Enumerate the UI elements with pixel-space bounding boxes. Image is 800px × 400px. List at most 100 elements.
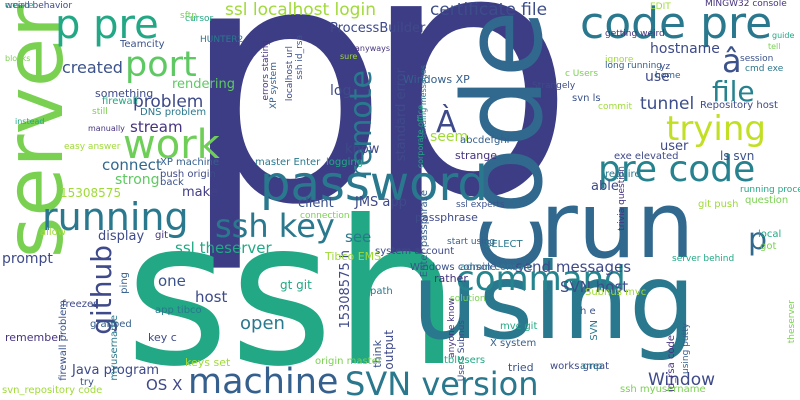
cloud-word-small: question bbox=[745, 195, 789, 206]
cloud-word-small: home bbox=[655, 71, 681, 81]
cloud-word: ssl localhost login bbox=[225, 0, 376, 20]
cloud-word-small: git bbox=[155, 230, 169, 241]
cloud-word-small: cursor bbox=[185, 14, 214, 24]
cloud-word: JMS app bbox=[355, 195, 407, 210]
cloud-word-small: ping bbox=[119, 272, 130, 294]
cloud-word-small: abcdefghi bbox=[460, 135, 510, 146]
cloud-word-small: tell bbox=[768, 42, 781, 51]
cloud-word-small: SELECT bbox=[485, 239, 523, 250]
cloud-word-small: ignore bbox=[605, 55, 634, 65]
cloud-word-small: app tibco bbox=[155, 305, 202, 316]
cloud-word-small: freezes bbox=[62, 299, 99, 310]
cloud-word-small: Windows XP bbox=[403, 73, 470, 86]
cloud-word-small: firewall bbox=[102, 96, 139, 107]
cloud-word: ssh key bbox=[215, 207, 335, 245]
cloud-word-small: create bbox=[5, 1, 34, 11]
cloud-word-small: blocks bbox=[5, 54, 31, 63]
cloud-word-small: rather bbox=[434, 272, 468, 285]
cloud-word-small: localhost url bbox=[285, 46, 295, 102]
cloud-word-small: EDIT bbox=[650, 2, 671, 12]
cloud-word-small: local bbox=[758, 229, 782, 240]
cloud-word-small: Windows console bbox=[410, 262, 497, 273]
cloud-word-small: master Enter bbox=[255, 157, 321, 168]
cloud-word: code pre bbox=[580, 0, 773, 49]
cloud-word: tunnel bbox=[640, 94, 695, 114]
cloud-word: problem bbox=[133, 92, 204, 112]
cloud-word: Java program bbox=[72, 363, 160, 378]
cloud-word: send messages bbox=[515, 258, 632, 276]
cloud-word: something bbox=[95, 87, 154, 100]
cloud-word-small: long running bbox=[605, 61, 663, 71]
cloud-word-small: Subnus mvc bbox=[585, 287, 647, 298]
cloud-word-small: keys set bbox=[185, 356, 231, 369]
cloud-word: pre code bbox=[598, 149, 756, 190]
cloud-word-small: amp bbox=[580, 361, 603, 372]
cloud-word-small: connection bbox=[300, 211, 350, 221]
cloud-word-small: strange bbox=[455, 149, 498, 162]
cloud-word-small: ls svn bbox=[720, 149, 755, 163]
cloud-word: p bbox=[748, 222, 768, 257]
cloud-word: rendering bbox=[172, 77, 235, 92]
cloud-word-small: session bbox=[740, 54, 774, 64]
cloud-word-small: seem bbox=[430, 129, 469, 145]
cloud-word: p pre bbox=[55, 2, 159, 48]
cloud-word: certificate file bbox=[430, 0, 548, 20]
cloud-word-small: path bbox=[370, 286, 393, 297]
cloud-word-small: yz bbox=[660, 62, 671, 72]
cloud-word-small: c Users bbox=[565, 69, 599, 79]
cloud-word-small: push origin bbox=[160, 169, 216, 180]
cloud-word-small: ssh id_rsa bbox=[295, 35, 305, 80]
cloud-word: able bbox=[591, 179, 619, 194]
cloud-word-small: gt git bbox=[280, 278, 312, 292]
cloud-word-small: key c bbox=[148, 331, 177, 344]
cloud-word: connect bbox=[102, 156, 162, 174]
cloud-word-small: Repository host bbox=[700, 100, 778, 111]
cloud-word-small: git push bbox=[698, 199, 739, 210]
cloud-word: ssh bbox=[125, 178, 461, 400]
cloud-word-small: X system bbox=[490, 338, 537, 349]
cloud-word-small: HUNTER2 bbox=[200, 35, 244, 45]
cloud-word: hostname bbox=[650, 41, 720, 57]
cloud-word-small: still bbox=[92, 107, 108, 117]
cloud-word-small: mvc git bbox=[500, 321, 538, 332]
cloud-word: host bbox=[195, 288, 228, 306]
cloud-word-small: allow bbox=[40, 227, 66, 238]
cloud-word-small: SVN bbox=[589, 320, 600, 341]
cloud-word-small: ssl experts bbox=[456, 200, 505, 210]
cloud-word: client bbox=[298, 196, 334, 211]
cloud-word-small: grabbed bbox=[90, 319, 132, 330]
cloud-word-small: try bbox=[80, 377, 94, 388]
cloud-word: work bbox=[123, 122, 220, 168]
cloud-word-small: weird behavior bbox=[5, 1, 73, 11]
cloud-word-small: system account bbox=[375, 246, 455, 257]
cloud-word: stream bbox=[130, 118, 183, 136]
cloud-word-small: easy answer bbox=[64, 142, 121, 152]
cloud-word: open bbox=[240, 313, 285, 334]
cloud-word-small: running process bbox=[740, 185, 800, 195]
cloud-word: log bbox=[330, 83, 352, 99]
cloud-word-small: tblUsers bbox=[444, 355, 486, 366]
cloud-word: Window bbox=[648, 370, 716, 390]
cloud-word: port bbox=[125, 45, 197, 85]
cloud-word: strong bbox=[115, 172, 160, 188]
cloud-word-small: start using bbox=[447, 237, 496, 247]
cloud-word-small: require bbox=[605, 169, 641, 180]
cloud-word-small: sure bbox=[340, 52, 358, 61]
cloud-word-small: manually bbox=[88, 124, 125, 133]
cloud-word: À bbox=[436, 105, 457, 140]
cloud-word: created bbox=[62, 58, 123, 77]
cloud-word: one bbox=[158, 272, 186, 290]
cloud-word-small: XP machine bbox=[160, 157, 220, 168]
cloud-word-small: admin console bbox=[460, 262, 533, 273]
cloud-word-small: getting weird bbox=[605, 29, 665, 39]
cloud-word-small: origin master bbox=[315, 356, 382, 367]
cloud-word: â bbox=[722, 42, 742, 80]
cloud-word: know bbox=[345, 142, 380, 157]
cloud-word: 15308575 bbox=[60, 186, 122, 200]
cloud-word: SVN host bbox=[560, 278, 629, 296]
cloud-word-small: corporate office bbox=[416, 105, 425, 169]
cloud-word: file bbox=[712, 75, 755, 108]
cloud-word-small: anyone know bbox=[447, 298, 457, 358]
cloud-word-small: solution bbox=[450, 294, 486, 304]
cloud-word: ssl theserver bbox=[175, 239, 272, 257]
